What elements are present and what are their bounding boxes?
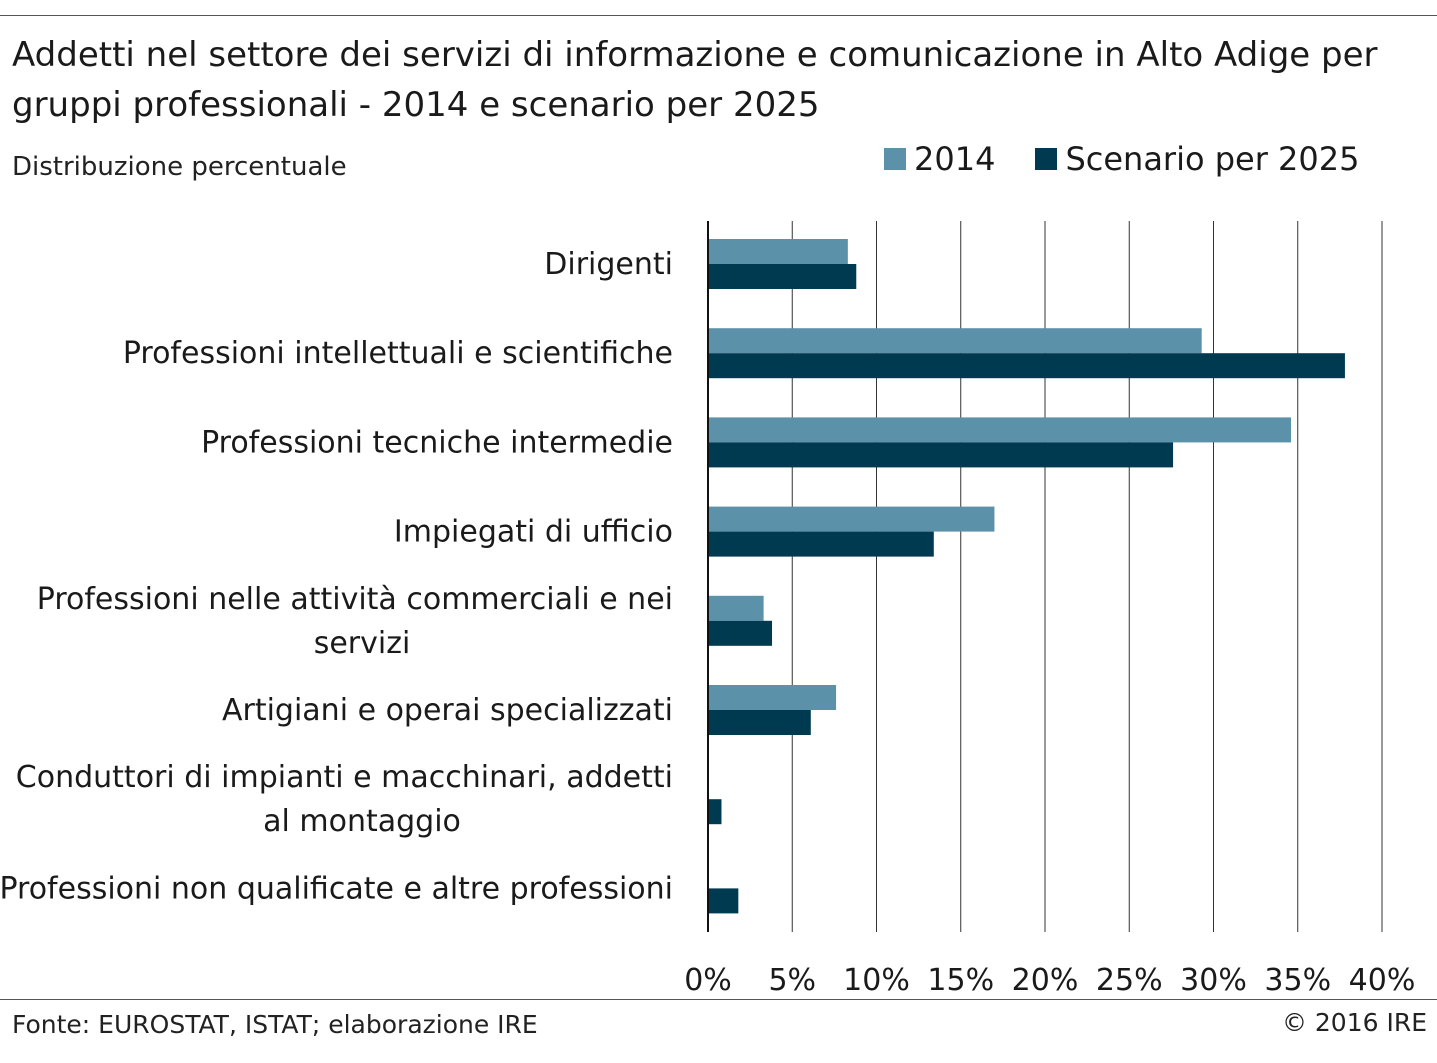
bar-2014 <box>708 239 848 264</box>
x-tick-label: 25% <box>1096 963 1163 998</box>
category-label: Dirigenti <box>544 247 673 282</box>
top-rule <box>0 15 1437 16</box>
bar-2014 <box>708 328 1202 354</box>
bar-2025 <box>708 442 1174 468</box>
x-tick-label: 30% <box>1180 963 1247 998</box>
category-label: Professioni tecniche intermedie <box>201 425 673 460</box>
category-label: Professioni non qualificate e altre prof… <box>0 871 673 906</box>
category-label: Artigiani e operai specializzati <box>222 693 673 728</box>
copyright-note: © 2016 IRE <box>1281 1008 1427 1037</box>
bar-2014 <box>708 417 1292 443</box>
x-tick-label: 35% <box>1264 963 1331 998</box>
category-label: Impiegati di ufficio <box>394 515 673 550</box>
source-note: Fonte: EUROSTAT, ISTAT; elaborazione IRE <box>12 1010 538 1039</box>
bar-2025 <box>708 264 857 289</box>
legend: 2014 Scenario per 2025 <box>884 140 1359 178</box>
x-tick-label: 15% <box>927 963 994 998</box>
bar-2025 <box>708 888 739 914</box>
legend-label-2014: 2014 <box>914 140 996 178</box>
category-label: Professioni intellettuali e scientifiche <box>123 336 673 371</box>
legend-item-2014: 2014 <box>884 140 995 178</box>
category-label: Professioni nelle attività commerciali e… <box>37 582 673 617</box>
category-label: Conduttori di impianti e macchinari, add… <box>16 760 673 795</box>
chart-subtitle: Distribuzione percentuale <box>12 152 347 182</box>
category-label: al montaggio <box>263 804 461 839</box>
bar-2025 <box>708 620 773 646</box>
bar-2014 <box>708 595 764 621</box>
legend-swatch-2025 <box>1035 148 1058 170</box>
x-tick-label: 0% <box>684 963 732 998</box>
x-tick-label: 20% <box>1012 963 1079 998</box>
x-tick-label: 40% <box>1349 963 1416 998</box>
x-tick-label: 10% <box>843 963 910 998</box>
category-label: servizi <box>314 626 411 661</box>
bar-2014 <box>708 506 995 532</box>
bar-2025 <box>708 799 722 825</box>
bar-2025 <box>708 531 934 557</box>
bar-2025 <box>708 710 811 735</box>
legend-label-2025: Scenario per 2025 <box>1065 140 1360 178</box>
x-tick-label: 5% <box>768 963 816 998</box>
bar-2014 <box>708 685 837 710</box>
chart-title: Addetti nel settore dei servizi di infor… <box>12 35 1378 125</box>
bar-2025 <box>708 353 1345 379</box>
legend-swatch-2014 <box>884 148 906 170</box>
legend-item-2025: Scenario per 2025 <box>1035 140 1359 178</box>
bottom-rule <box>0 999 1437 1000</box>
